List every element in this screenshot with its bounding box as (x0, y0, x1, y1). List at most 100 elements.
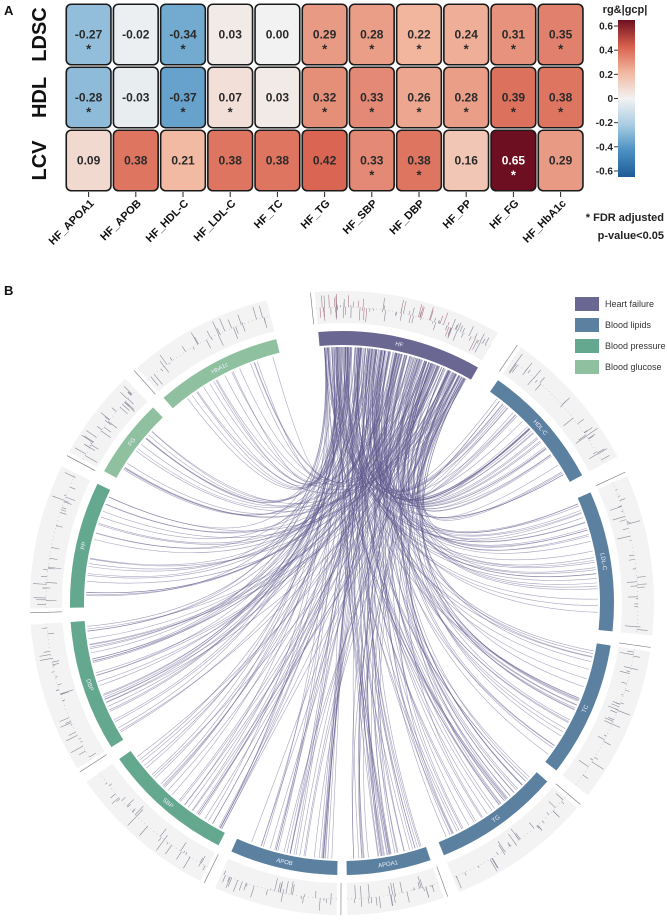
track-bar (413, 887, 415, 891)
track-bar (439, 315, 444, 324)
track-bar (219, 333, 221, 336)
track-bar (159, 828, 167, 837)
track-axis (66, 455, 96, 471)
cell-value-label: 0.38 (219, 154, 243, 168)
track-bar (586, 428, 598, 437)
track-bar (406, 891, 410, 903)
track-bar (590, 758, 594, 761)
heatmap-cell (159, 66, 207, 129)
track-bar (461, 332, 464, 338)
track-bar (604, 720, 613, 725)
chord-link (140, 353, 400, 507)
track-bar (235, 326, 239, 334)
track-bar (529, 822, 535, 829)
track-bar (507, 842, 511, 847)
track-bar (176, 851, 182, 860)
track-bar (525, 362, 533, 372)
track-bar (65, 720, 71, 724)
track-bar (622, 528, 629, 531)
chord-link (304, 375, 460, 857)
chord-link (89, 363, 433, 645)
x-tick-label: HF_HDL-C (144, 198, 191, 245)
track-bar (496, 852, 499, 855)
track-bar (548, 801, 556, 809)
chord-link (204, 365, 440, 820)
significance-star: * (416, 105, 422, 120)
track-bar (158, 837, 162, 842)
track-bar (282, 889, 285, 894)
track-bar (202, 865, 206, 871)
track-bar (33, 583, 47, 585)
chord-link (104, 347, 340, 700)
track-bar (110, 793, 116, 799)
track-bar (323, 307, 326, 321)
significance-star: * (86, 42, 92, 57)
track-bar (611, 703, 620, 708)
track-bar (504, 850, 506, 853)
row-label: HDL (29, 77, 51, 118)
heatmap-cell (207, 66, 254, 129)
chord-link (146, 347, 339, 503)
track-bar (594, 757, 599, 760)
chord-link (191, 347, 352, 489)
track-bar (233, 327, 239, 339)
footnote-line: * FDR adjusted (586, 212, 664, 224)
chord-link (114, 347, 350, 721)
chord-link (357, 363, 434, 859)
track-bar (447, 328, 453, 339)
chord-link (260, 347, 363, 846)
track-bar (328, 294, 330, 308)
cell-value-label: 0.39 (502, 91, 526, 105)
chord-link (96, 348, 368, 676)
chord-link (87, 347, 334, 577)
track-bar (621, 681, 627, 684)
track-bar (111, 407, 117, 412)
track-bar (188, 856, 191, 859)
cell-value-label: 0.00 (266, 28, 290, 42)
chord-link (86, 365, 439, 584)
track-bar (159, 360, 165, 367)
track-bar (429, 307, 434, 321)
track-bar (597, 736, 605, 740)
cell-value-label: 0.24 (455, 28, 479, 42)
track-bar (412, 307, 415, 316)
track-bar (319, 307, 322, 318)
chord-link (86, 346, 343, 597)
track-bar (464, 872, 467, 876)
segment-label: TG (491, 815, 502, 825)
cell-value-label: 0.29 (549, 154, 573, 168)
significance-star: * (322, 105, 328, 120)
heatmap-cell (395, 3, 443, 66)
significance-star: * (180, 105, 186, 120)
segment-band (231, 838, 338, 875)
track-bar (210, 337, 213, 341)
track-bar (243, 882, 247, 891)
chord-link (221, 351, 391, 830)
track-bar (375, 896, 378, 906)
chord-link (108, 377, 465, 532)
track-bar (70, 724, 73, 726)
track-axis (436, 866, 448, 897)
track-bar (360, 898, 363, 907)
chord-link (416, 373, 561, 737)
track-bar (150, 376, 159, 386)
chord-link (105, 354, 403, 533)
track-background (346, 867, 444, 915)
track-bar (169, 357, 173, 361)
legend-label: Blood pressure (605, 340, 666, 351)
track-bar (423, 887, 425, 892)
legend-label: Blood glucose (605, 361, 662, 372)
track-bar (417, 876, 422, 889)
track-bar (626, 581, 638, 583)
chord-link (192, 378, 467, 812)
chord-link (96, 367, 442, 676)
track-bar (43, 650, 51, 653)
chord-link (172, 347, 360, 795)
significance-star: * (416, 168, 422, 183)
track-bar (121, 797, 126, 801)
track-bar (119, 406, 128, 415)
cell-value-label: 0.26 (407, 91, 431, 105)
track-bar (108, 783, 112, 786)
track-bar (431, 321, 434, 324)
